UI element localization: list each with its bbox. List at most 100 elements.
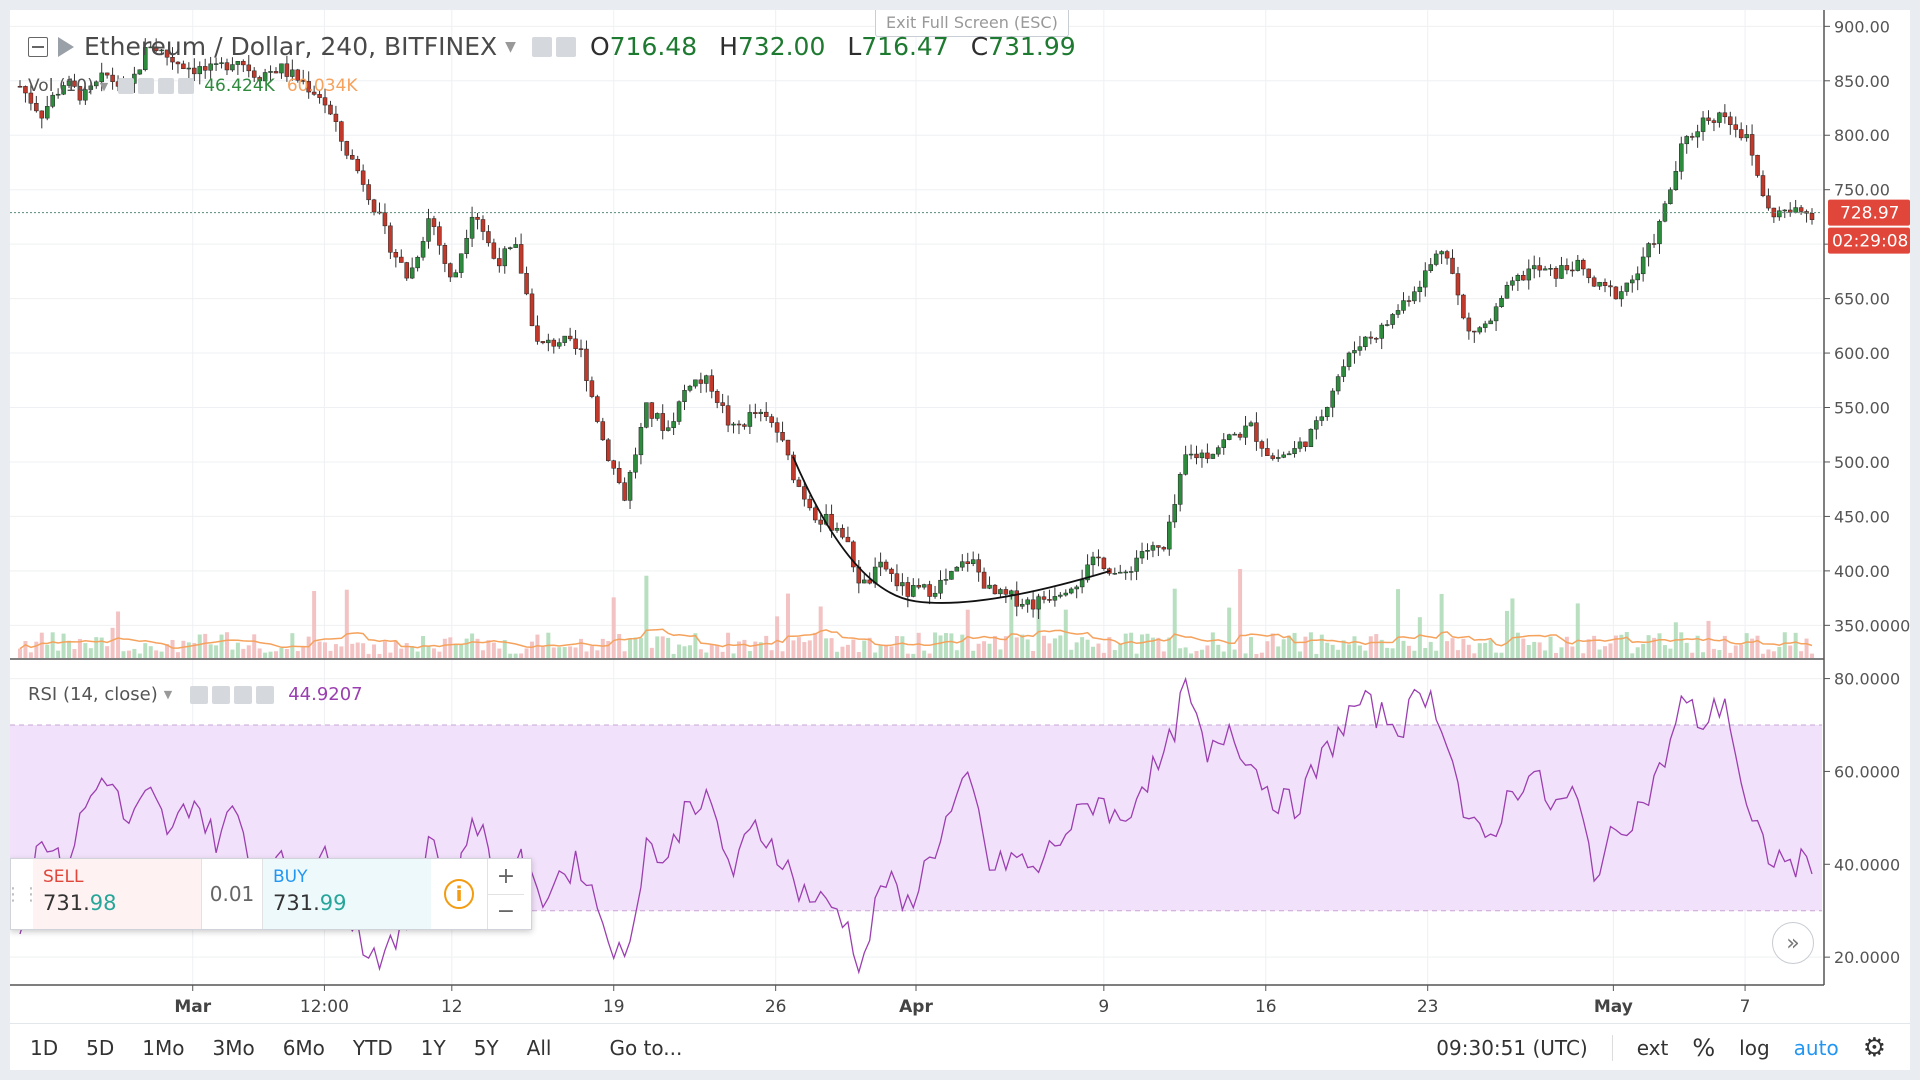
plus-icon[interactable]: [158, 78, 175, 94]
last-price-badge: 728.97: [1828, 199, 1910, 226]
eye-icon[interactable]: [118, 78, 135, 94]
auto-scale-toggle[interactable]: auto: [1793, 1035, 1839, 1060]
quantity-decrease-button[interactable]: −: [496, 899, 516, 925]
volume-label[interactable]: Vol (10): [28, 76, 94, 96]
candle-body: [431, 218, 437, 227]
volume-bar: [203, 633, 208, 658]
clock-timezone[interactable]: 09:30:51 (UTC): [1436, 1035, 1588, 1060]
candle-body: [300, 80, 306, 82]
price-axis[interactable]: 350.0000 400.00 450.00 500.00 550.00 600.00 65…: [1824, 17, 1910, 635]
volume-bar: [459, 644, 464, 658]
cup-pattern-drawing[interactable]: [792, 456, 1111, 604]
volume-bar: [1112, 650, 1117, 658]
range-3mo[interactable]: 3Mo: [212, 1035, 255, 1060]
range-1mo[interactable]: 1Mo: [142, 1035, 185, 1060]
volume-bar: [1396, 589, 1401, 658]
volume-bar: [1603, 646, 1608, 658]
eye-icon[interactable]: [531, 36, 552, 57]
drag-handle-icon[interactable]: ⋮⋮: [10, 883, 40, 905]
volume-bar: [1238, 568, 1243, 658]
range-6mo[interactable]: 6Mo: [282, 1035, 325, 1060]
gear-icon[interactable]: ⚙: [1862, 1032, 1886, 1063]
gear-icon[interactable]: [555, 36, 576, 57]
volume-bar: [480, 650, 485, 658]
collapse-icon[interactable]: [28, 36, 48, 57]
volume-bar: [1390, 648, 1395, 658]
candle-body: [1504, 284, 1510, 299]
volume-bar: [720, 651, 725, 658]
log-scale-toggle[interactable]: log: [1739, 1035, 1770, 1060]
volume-bar: [1543, 650, 1548, 658]
volume-bar: [1058, 635, 1063, 658]
candle-body: [1188, 453, 1194, 456]
chevron-down-icon[interactable]: ▼: [99, 79, 109, 93]
volume-bar: [813, 632, 818, 658]
chevron-down-icon[interactable]: ▼: [163, 688, 173, 701]
volume-bar: [1172, 588, 1177, 658]
volume-bar: [769, 650, 774, 658]
range-5d[interactable]: 5D: [86, 1035, 115, 1060]
plus-icon[interactable]: [234, 685, 253, 704]
close-icon[interactable]: [178, 78, 195, 94]
rsi-axis[interactable]: 20.0000 40.0000 60.0000 80.0000: [1824, 670, 1900, 968]
percent-scale-toggle[interactable]: %: [1692, 1033, 1716, 1062]
volume-bar: [18, 648, 22, 658]
sell-button[interactable]: SELL 731.98: [33, 859, 201, 929]
symbol-title[interactable]: Ethereum / Dollar, 240, BITFINEX: [84, 32, 498, 61]
extended-hours-toggle[interactable]: ext: [1636, 1035, 1669, 1060]
range-5y[interactable]: 5Y: [473, 1035, 499, 1060]
goto-date-button[interactable]: Go to...: [609, 1035, 683, 1060]
price-tick-label: 350.0000: [1834, 616, 1910, 635]
quantity-increase-button[interactable]: +: [488, 859, 524, 895]
close-icon[interactable]: [256, 685, 275, 704]
time-axis[interactable]: Mar 12:00 12 19 26 Apr 9 16 23 May 7: [174, 985, 1750, 1017]
volume-bar: [742, 639, 747, 658]
candle-body: [1608, 285, 1613, 288]
volume-bar: [154, 650, 159, 658]
chevron-down-icon[interactable]: ▼: [505, 38, 516, 55]
volume-bar: [197, 634, 202, 658]
candle-body: [1346, 352, 1352, 367]
volume-bar: [780, 651, 785, 658]
candle-body: [1232, 433, 1237, 436]
range-ytd[interactable]: YTD: [352, 1035, 393, 1060]
candle-body: [491, 242, 497, 259]
volume-bar: [1466, 644, 1471, 658]
volume-bar: [295, 651, 300, 658]
volume-bar: [519, 653, 524, 658]
price-tick-label: 550.00: [1834, 399, 1890, 418]
range-1d[interactable]: 1D: [30, 1035, 59, 1060]
flag-icon[interactable]: [58, 36, 74, 57]
candle-body: [1570, 269, 1575, 272]
volume-bar: [1695, 635, 1700, 658]
volume-bar: [437, 651, 442, 658]
candle-body: [1177, 474, 1183, 505]
volume-bar: [671, 653, 676, 658]
time-tick-label: 7: [1740, 997, 1751, 1017]
candle-body: [883, 561, 889, 570]
candle-body: [257, 77, 262, 82]
volume-bar: [470, 633, 475, 658]
rsi-value: 44.9207: [288, 684, 363, 705]
quantity-field[interactable]: 0.01: [201, 859, 263, 929]
range-1y[interactable]: 1Y: [420, 1035, 446, 1060]
candle-body: [1537, 265, 1542, 271]
volume-bar: [1341, 640, 1346, 658]
scroll-to-realtime-button[interactable]: »: [1772, 922, 1814, 964]
eye-icon[interactable]: [190, 685, 209, 704]
volume-bar: [1810, 653, 1814, 658]
price-chart[interactable]: 350.0000 400.00 450.00 500.00 550.00 600.00 65…: [10, 10, 1910, 1023]
candle-body: [551, 339, 557, 347]
buy-button[interactable]: BUY 731.99: [263, 859, 431, 929]
volume-bar: [1276, 646, 1281, 658]
candle-body: [1379, 324, 1384, 339]
candle-body: [535, 325, 540, 342]
candle-body: [382, 212, 388, 227]
exit-fullscreen-button[interactable]: Exit Full Screen (ESC): [875, 10, 1069, 37]
gear-icon[interactable]: [212, 685, 231, 704]
range-all[interactable]: All: [526, 1035, 552, 1060]
gear-icon[interactable]: [138, 78, 155, 94]
info-button[interactable]: i: [431, 859, 487, 929]
candle-body: [693, 379, 698, 387]
rsi-label[interactable]: RSI (14, close): [28, 684, 158, 705]
